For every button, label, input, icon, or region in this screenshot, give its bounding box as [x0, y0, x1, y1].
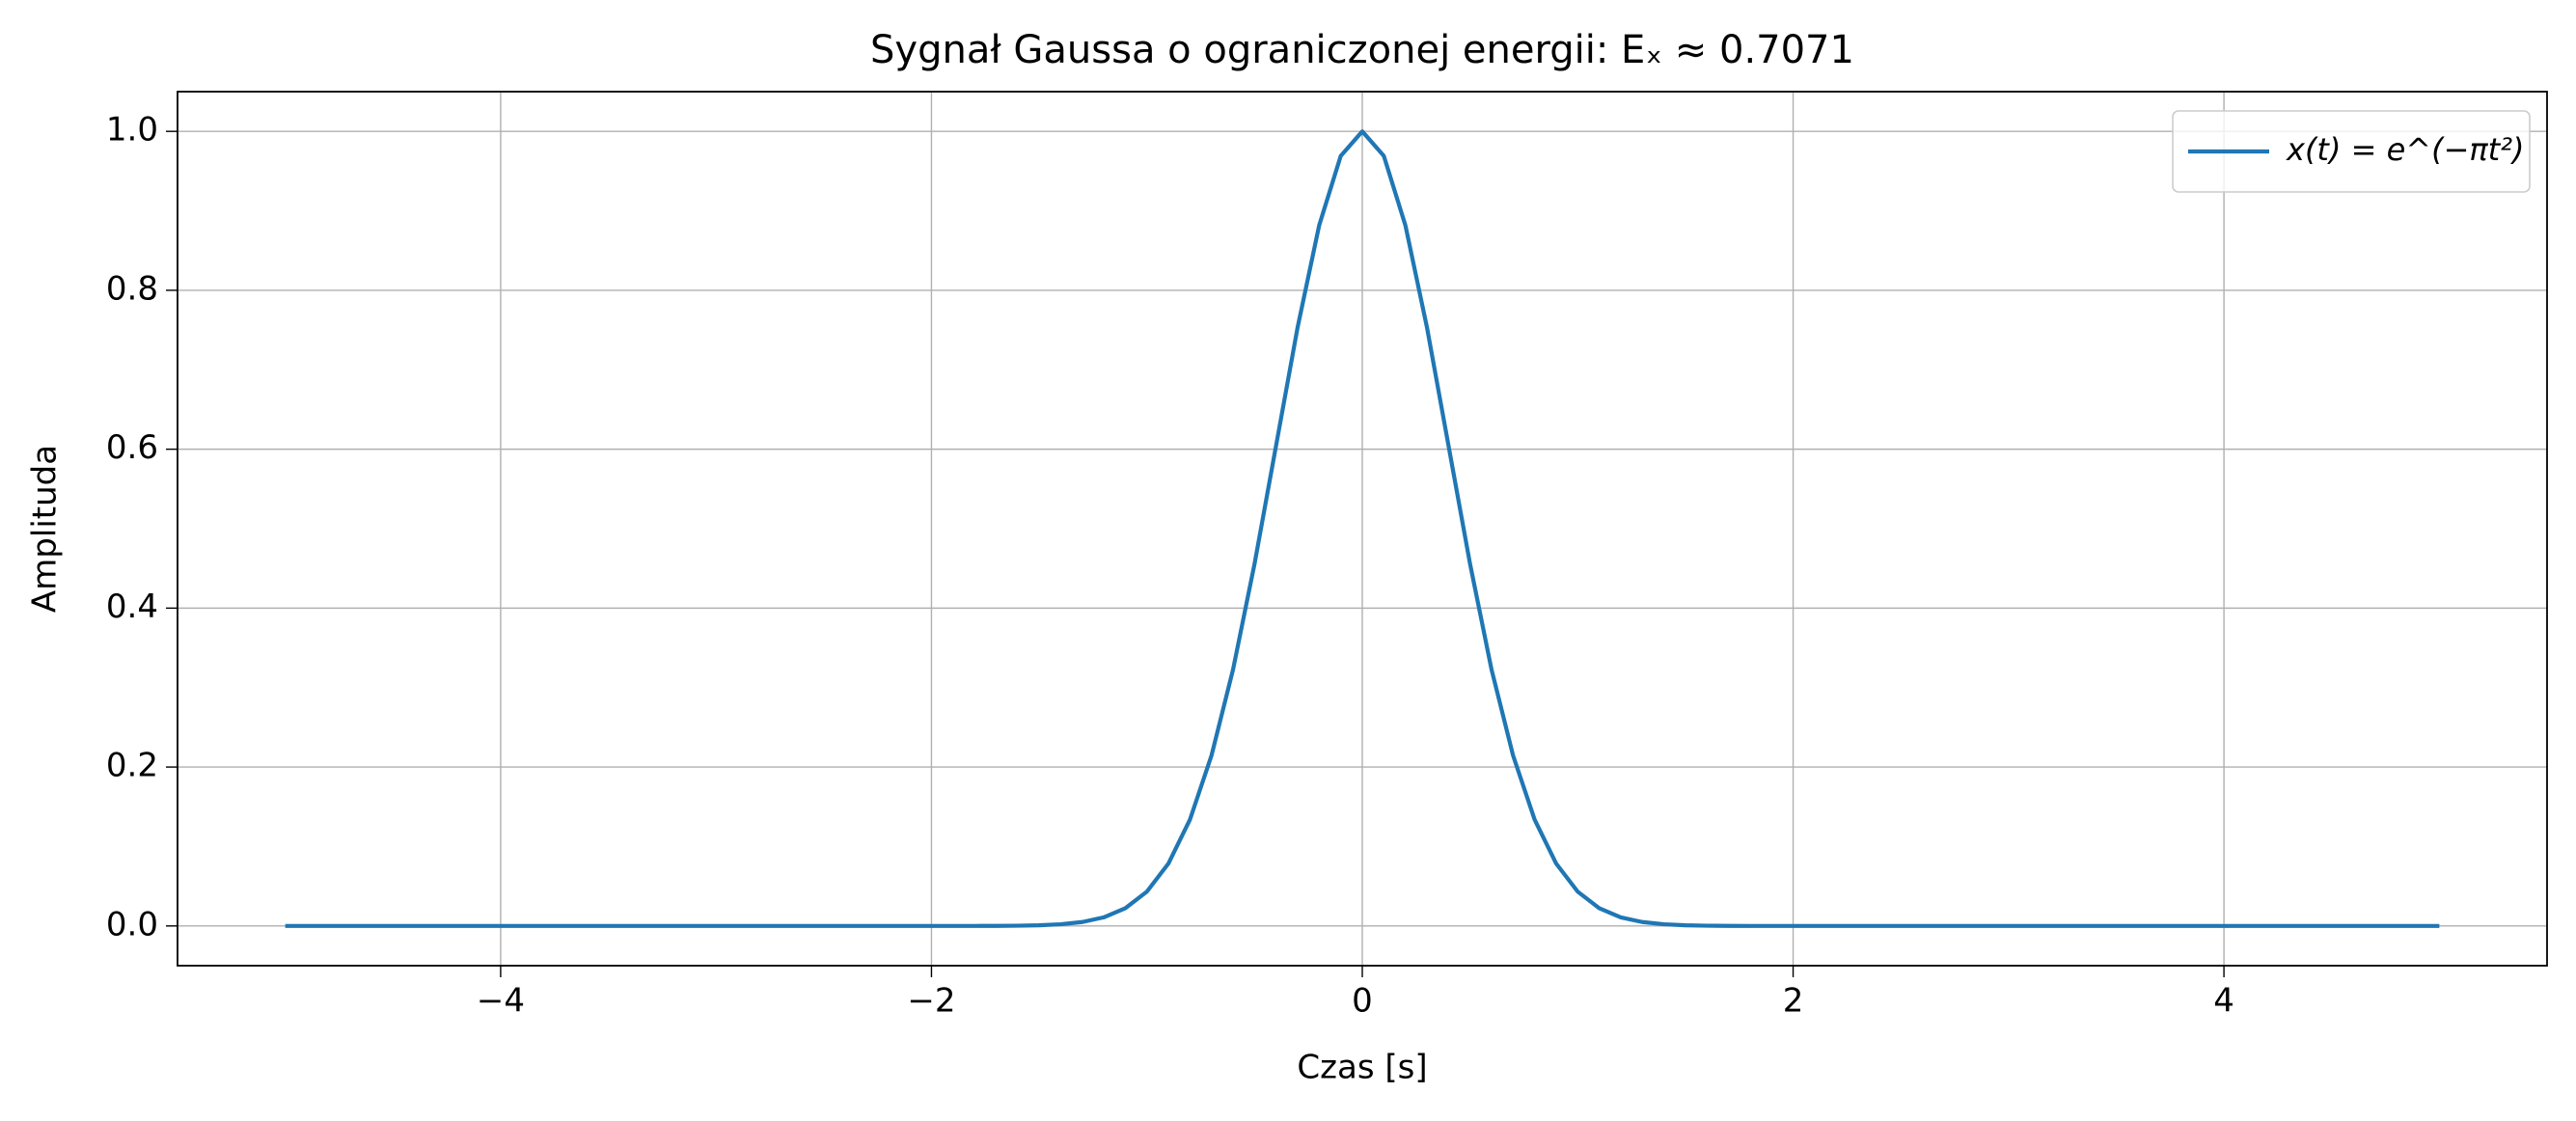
plot-frame — [177, 91, 2548, 967]
x-tick-label: 0 — [1352, 982, 1373, 1021]
y-tick-label: 0.8 — [106, 269, 158, 308]
y-tick-label: 0.0 — [106, 905, 158, 943]
data-line — [285, 129, 2440, 928]
y-tick-label: 0.2 — [106, 747, 158, 785]
y-axis-label: Amplituda — [26, 445, 65, 613]
x-tick-label: 4 — [2213, 982, 2234, 1021]
legend-box — [2172, 110, 2531, 193]
x-axis-label: Czas [s] — [1297, 1049, 1427, 1087]
x-tick-label: −2 — [907, 982, 955, 1021]
x-tick-label: 2 — [1783, 982, 1804, 1021]
y-tick-label: 1.0 — [106, 111, 158, 150]
chart-title: Sygnał Gaussa o ograniczonej energii: Eₓ… — [870, 28, 1854, 72]
y-tick-label: 0.6 — [106, 428, 158, 467]
legend-label: x(t) = e^(−πt²) — [2286, 131, 2525, 168]
x-tick-label: −4 — [477, 982, 525, 1021]
y-tick-label: 0.4 — [106, 588, 158, 626]
